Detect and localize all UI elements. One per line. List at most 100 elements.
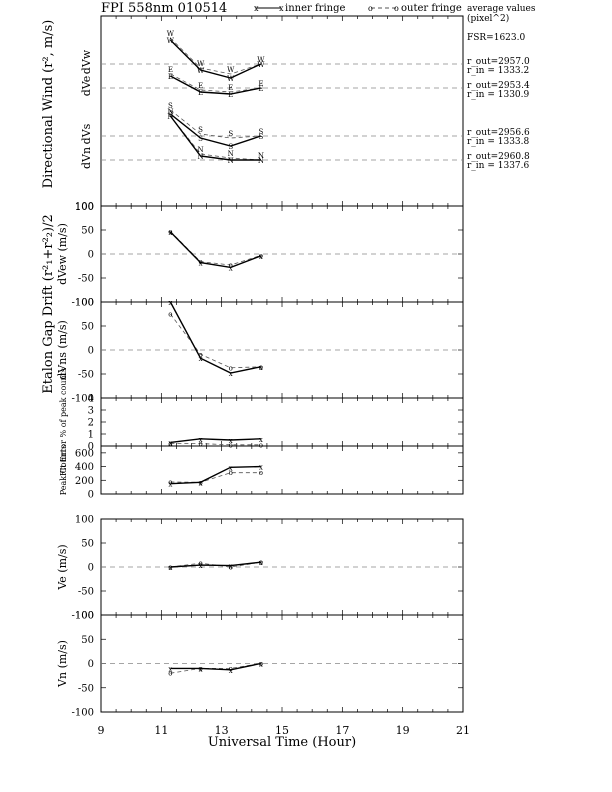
direction-label-dVw: dVw — [80, 49, 93, 74]
data-marker-outer: o — [259, 252, 263, 260]
data-marker-outer: o — [229, 262, 233, 270]
data-marker-inner-dVs: S — [258, 133, 263, 141]
data-marker-inner: x — [229, 264, 233, 272]
y-axis-label: Ve (m/s) — [56, 544, 69, 590]
y-tick-label: -50 — [78, 370, 94, 381]
y-tick-label: -100 — [72, 298, 94, 309]
data-marker-inner: x — [259, 464, 263, 472]
data-marker-inner-dVs: S — [228, 143, 233, 151]
data-marker-inner: x — [168, 229, 172, 237]
y-axis-label: Peak Counts — [59, 445, 68, 495]
data-marker-outer: o — [229, 665, 233, 673]
y-axis-label: Fit Error % of peak counts — [59, 368, 68, 476]
figure-title: FPI 558nm 010514 — [101, 1, 227, 16]
x-tick-label: 9 — [98, 724, 105, 737]
data-marker-inner: x — [259, 436, 263, 444]
y-tick-label: 400 — [75, 462, 94, 473]
data-marker-outer: o — [229, 469, 233, 477]
data-marker-inner: x — [168, 481, 172, 489]
data-marker-outer-dVn: N — [228, 150, 234, 158]
data-marker-inner-dVw: W — [197, 67, 205, 75]
y-tick-label: 100 — [75, 202, 94, 213]
panel-frame — [100, 15, 464, 207]
legend-inner-marker-right: x — [279, 4, 284, 13]
y-tick-label: -100 — [72, 394, 94, 405]
series-line-outer — [170, 443, 261, 446]
y-tick-label: 0 — [88, 490, 94, 501]
r-in-n: r_in = 1337.6 — [467, 161, 530, 171]
y-tick-label: 600 — [75, 448, 94, 459]
data-marker-inner-dVn: N — [167, 113, 173, 121]
data-marker-outer-dVn: N — [258, 152, 264, 160]
legend-outer-marker-left: o — [368, 4, 373, 13]
data-marker-outer-dVs: S — [258, 128, 263, 136]
data-marker-inner-dVs: S — [198, 135, 203, 143]
y-tick-label: 0 — [88, 442, 94, 453]
y-tick-label: 100 — [75, 202, 94, 213]
series-line-outer-dVw — [170, 37, 262, 75]
y-tick-label: 50 — [81, 635, 94, 646]
data-marker-inner-dVw: W — [167, 37, 175, 45]
data-marker-inner-dVn: N — [197, 153, 203, 161]
y-tick-label: 2 — [88, 418, 94, 429]
data-marker-inner: x — [229, 437, 233, 445]
data-marker-inner: x — [229, 563, 233, 571]
data-marker-inner-dVe: E — [168, 73, 173, 81]
r-in-s: r_in = 1333.8 — [467, 137, 530, 147]
average-values-unit: (pixel^2) — [467, 13, 509, 24]
data-marker-inner-dVw: W — [227, 75, 235, 83]
direction-label-dVn: dVn — [80, 147, 93, 169]
data-marker-outer: o — [168, 564, 172, 572]
data-marker-inner: x — [259, 253, 263, 261]
y-tick-label: 3 — [88, 406, 94, 417]
right-annotations: average values (pixel^2) FSR=1623.0 r_ou… — [467, 4, 536, 171]
series-line-inner-dVn — [169, 115, 261, 161]
legend-outer-marker-right: o — [394, 4, 399, 13]
data-marker-inner-dVn: N — [228, 157, 234, 165]
legend-inner-label: inner fringe — [285, 3, 345, 14]
data-marker-outer-dVe: E — [168, 66, 173, 74]
y-axis-label: dVns (m/s) — [56, 320, 69, 380]
data-marker-outer-dVw: W — [227, 66, 235, 74]
x-tick-label: 21 — [456, 724, 470, 737]
data-marker-outer: o — [168, 479, 172, 487]
data-marker-inner: x — [199, 355, 203, 363]
data-marker-outer-dVe: E — [228, 84, 233, 92]
series-line-outer-dVe — [170, 73, 261, 93]
data-marker-outer: o — [168, 440, 172, 448]
data-marker-inner-dVn: N — [258, 157, 264, 165]
data-marker-inner: x — [199, 562, 203, 570]
data-marker-inner: x — [229, 370, 233, 378]
data-marker-inner: x — [199, 665, 203, 673]
data-marker-outer: o — [168, 228, 172, 236]
data-marker-outer-dVs: S — [168, 102, 173, 110]
x-tick-label: 13 — [215, 724, 229, 737]
data-marker-inner: x — [168, 439, 172, 447]
data-marker-outer-dVn: N — [197, 146, 203, 154]
data-marker-outer: o — [198, 351, 202, 359]
data-marker-inner: x — [199, 479, 203, 487]
series-line-outer — [170, 472, 261, 483]
data-marker-outer: o — [198, 258, 202, 266]
data-marker-inner: x — [259, 661, 263, 669]
legend-outer-label: outer fringe — [401, 3, 462, 14]
series-line-inner — [170, 662, 262, 671]
y-tick-label: 1 — [88, 430, 94, 441]
etalon-gap-drift-label: Etalon Gap Drift (r²₁+r²₂)/2 — [41, 214, 56, 393]
data-marker-outer: o — [259, 660, 263, 668]
series-line-inner-dVe — [170, 75, 262, 95]
data-marker-inner: x — [259, 559, 263, 567]
direction-label-dVe: dVe — [80, 76, 93, 97]
data-marker-outer-dVw: W — [197, 60, 205, 68]
data-marker-outer: o — [198, 440, 202, 448]
r-out-e: r_out=2953.4 — [467, 81, 530, 91]
data-marker-outer-dVe: E — [258, 80, 263, 88]
y-tick-label: 0 — [88, 563, 94, 574]
r-in-w: r_in = 1333.2 — [467, 66, 529, 76]
data-marker-inner: x — [229, 667, 233, 675]
data-marker-inner: x — [199, 260, 203, 268]
series-line-inner — [170, 465, 261, 485]
